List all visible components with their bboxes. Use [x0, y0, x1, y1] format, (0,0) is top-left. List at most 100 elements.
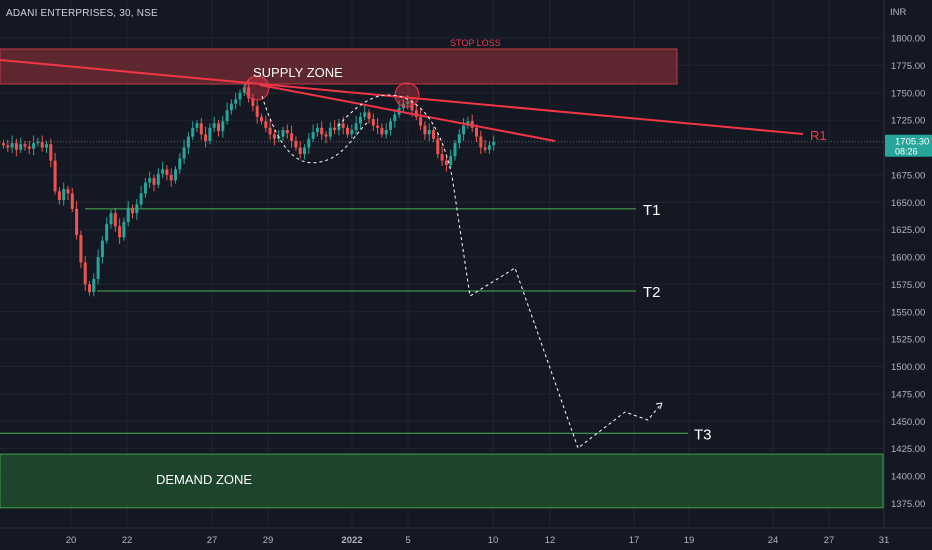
candle-body[interactable]: [2, 143, 5, 146]
candle-body[interactable]: [401, 103, 405, 109]
candle-body[interactable]: [169, 174, 173, 181]
candle-body[interactable]: [19, 144, 23, 150]
resistance-line-short[interactable]: [259, 84, 556, 142]
candle-body[interactable]: [315, 127, 319, 133]
candle-body[interactable]: [255, 105, 259, 117]
candle-body[interactable]: [135, 204, 139, 214]
candle-body[interactable]: [229, 103, 233, 111]
candle-body[interactable]: [371, 119, 375, 126]
candle-body[interactable]: [483, 147, 487, 150]
candle-body[interactable]: [341, 123, 345, 128]
candle-body[interactable]: [118, 226, 122, 238]
candle-body[interactable]: [6, 145, 10, 148]
candle-body[interactable]: [88, 284, 91, 293]
candle-body[interactable]: [126, 207, 130, 222]
candle-body[interactable]: [191, 127, 195, 137]
top-marker-2[interactable]: [394, 82, 420, 108]
candle-body[interactable]: [393, 114, 397, 122]
candle-body[interactable]: [475, 127, 478, 137]
candle-body[interactable]: [199, 123, 203, 135]
candle-body[interactable]: [264, 121, 268, 128]
candle-body[interactable]: [436, 138, 440, 155]
candle-body[interactable]: [122, 221, 126, 238]
candle-body[interactable]: [251, 98, 255, 106]
candle-body[interactable]: [367, 112, 371, 120]
candle-body[interactable]: [311, 132, 315, 139]
candle-body[interactable]: [195, 123, 199, 128]
candle-body[interactable]: [27, 146, 31, 149]
candle-body[interactable]: [83, 262, 87, 285]
candle-body[interactable]: [96, 257, 100, 279]
candle-body[interactable]: [423, 125, 427, 135]
candle-body[interactable]: [440, 154, 444, 161]
candle-body[interactable]: [178, 158, 182, 170]
candle-body[interactable]: [303, 147, 306, 155]
candle-body[interactable]: [23, 144, 27, 147]
candle-body[interactable]: [432, 129, 435, 139]
candle-body[interactable]: [247, 87, 251, 99]
candle-body[interactable]: [462, 125, 466, 135]
candle-body[interactable]: [324, 134, 328, 137]
candle-body[interactable]: [260, 116, 263, 122]
candle-body[interactable]: [238, 92, 242, 100]
candle-body[interactable]: [109, 213, 113, 225]
candle-body[interactable]: [487, 145, 491, 150]
candle-body[interactable]: [466, 121, 470, 126]
top-marker-1[interactable]: [244, 75, 270, 101]
candle-body[interactable]: [156, 173, 160, 185]
candle-body[interactable]: [186, 136, 190, 148]
candle-body[interactable]: [208, 127, 212, 141]
candle-body[interactable]: [79, 235, 83, 263]
candle-body[interactable]: [70, 193, 74, 209]
candle-body[interactable]: [105, 224, 109, 241]
candle-body[interactable]: [14, 143, 18, 150]
candle-body[interactable]: [212, 123, 216, 128]
candle-body[interactable]: [161, 169, 165, 174]
candle-body[interactable]: [113, 213, 117, 227]
candle-body[interactable]: [346, 127, 349, 135]
candle-body[interactable]: [204, 134, 208, 141]
candle-body[interactable]: [492, 142, 496, 146]
candle-body[interactable]: [328, 127, 332, 137]
supply-zone[interactable]: [0, 48, 678, 85]
candle-body[interactable]: [389, 121, 392, 130]
candle-body[interactable]: [298, 147, 302, 155]
candle-body[interactable]: [337, 123, 341, 130]
candle-body[interactable]: [444, 160, 448, 166]
candle-body[interactable]: [143, 182, 147, 194]
candle-body[interactable]: [131, 207, 134, 214]
candle-body[interactable]: [234, 99, 238, 104]
candle-body[interactable]: [268, 127, 272, 135]
candle-body[interactable]: [165, 169, 169, 175]
candle-body[interactable]: [380, 127, 384, 135]
candle-body[interactable]: [100, 240, 104, 257]
candle-body[interactable]: [414, 110, 418, 117]
candle-body[interactable]: [363, 112, 367, 117]
candle-body[interactable]: [350, 129, 354, 135]
candle-body[interactable]: [53, 160, 57, 192]
candle-body[interactable]: [281, 129, 285, 137]
candle-body[interactable]: [285, 129, 289, 134]
candle-body[interactable]: [376, 125, 380, 128]
candle-body[interactable]: [139, 193, 143, 205]
candle-body[interactable]: [217, 123, 220, 132]
candle-body[interactable]: [320, 127, 324, 135]
candle-body[interactable]: [427, 129, 431, 135]
candle-body[interactable]: [40, 142, 44, 148]
candle-body[interactable]: [32, 143, 36, 149]
candle-body[interactable]: [57, 191, 61, 201]
candle-body[interactable]: [49, 144, 53, 161]
candle-body[interactable]: [307, 138, 311, 148]
candle-body[interactable]: [406, 101, 410, 104]
candle-body[interactable]: [45, 144, 48, 148]
candle-body[interactable]: [10, 143, 14, 148]
candle-body[interactable]: [479, 136, 483, 148]
candle-body[interactable]: [36, 142, 40, 144]
candle-body[interactable]: [294, 140, 298, 148]
candle-body[interactable]: [354, 123, 358, 130]
candle-body[interactable]: [75, 208, 79, 236]
candle-body[interactable]: [333, 127, 337, 130]
candle-body[interactable]: [221, 121, 225, 132]
candle-body[interactable]: [152, 178, 156, 185]
